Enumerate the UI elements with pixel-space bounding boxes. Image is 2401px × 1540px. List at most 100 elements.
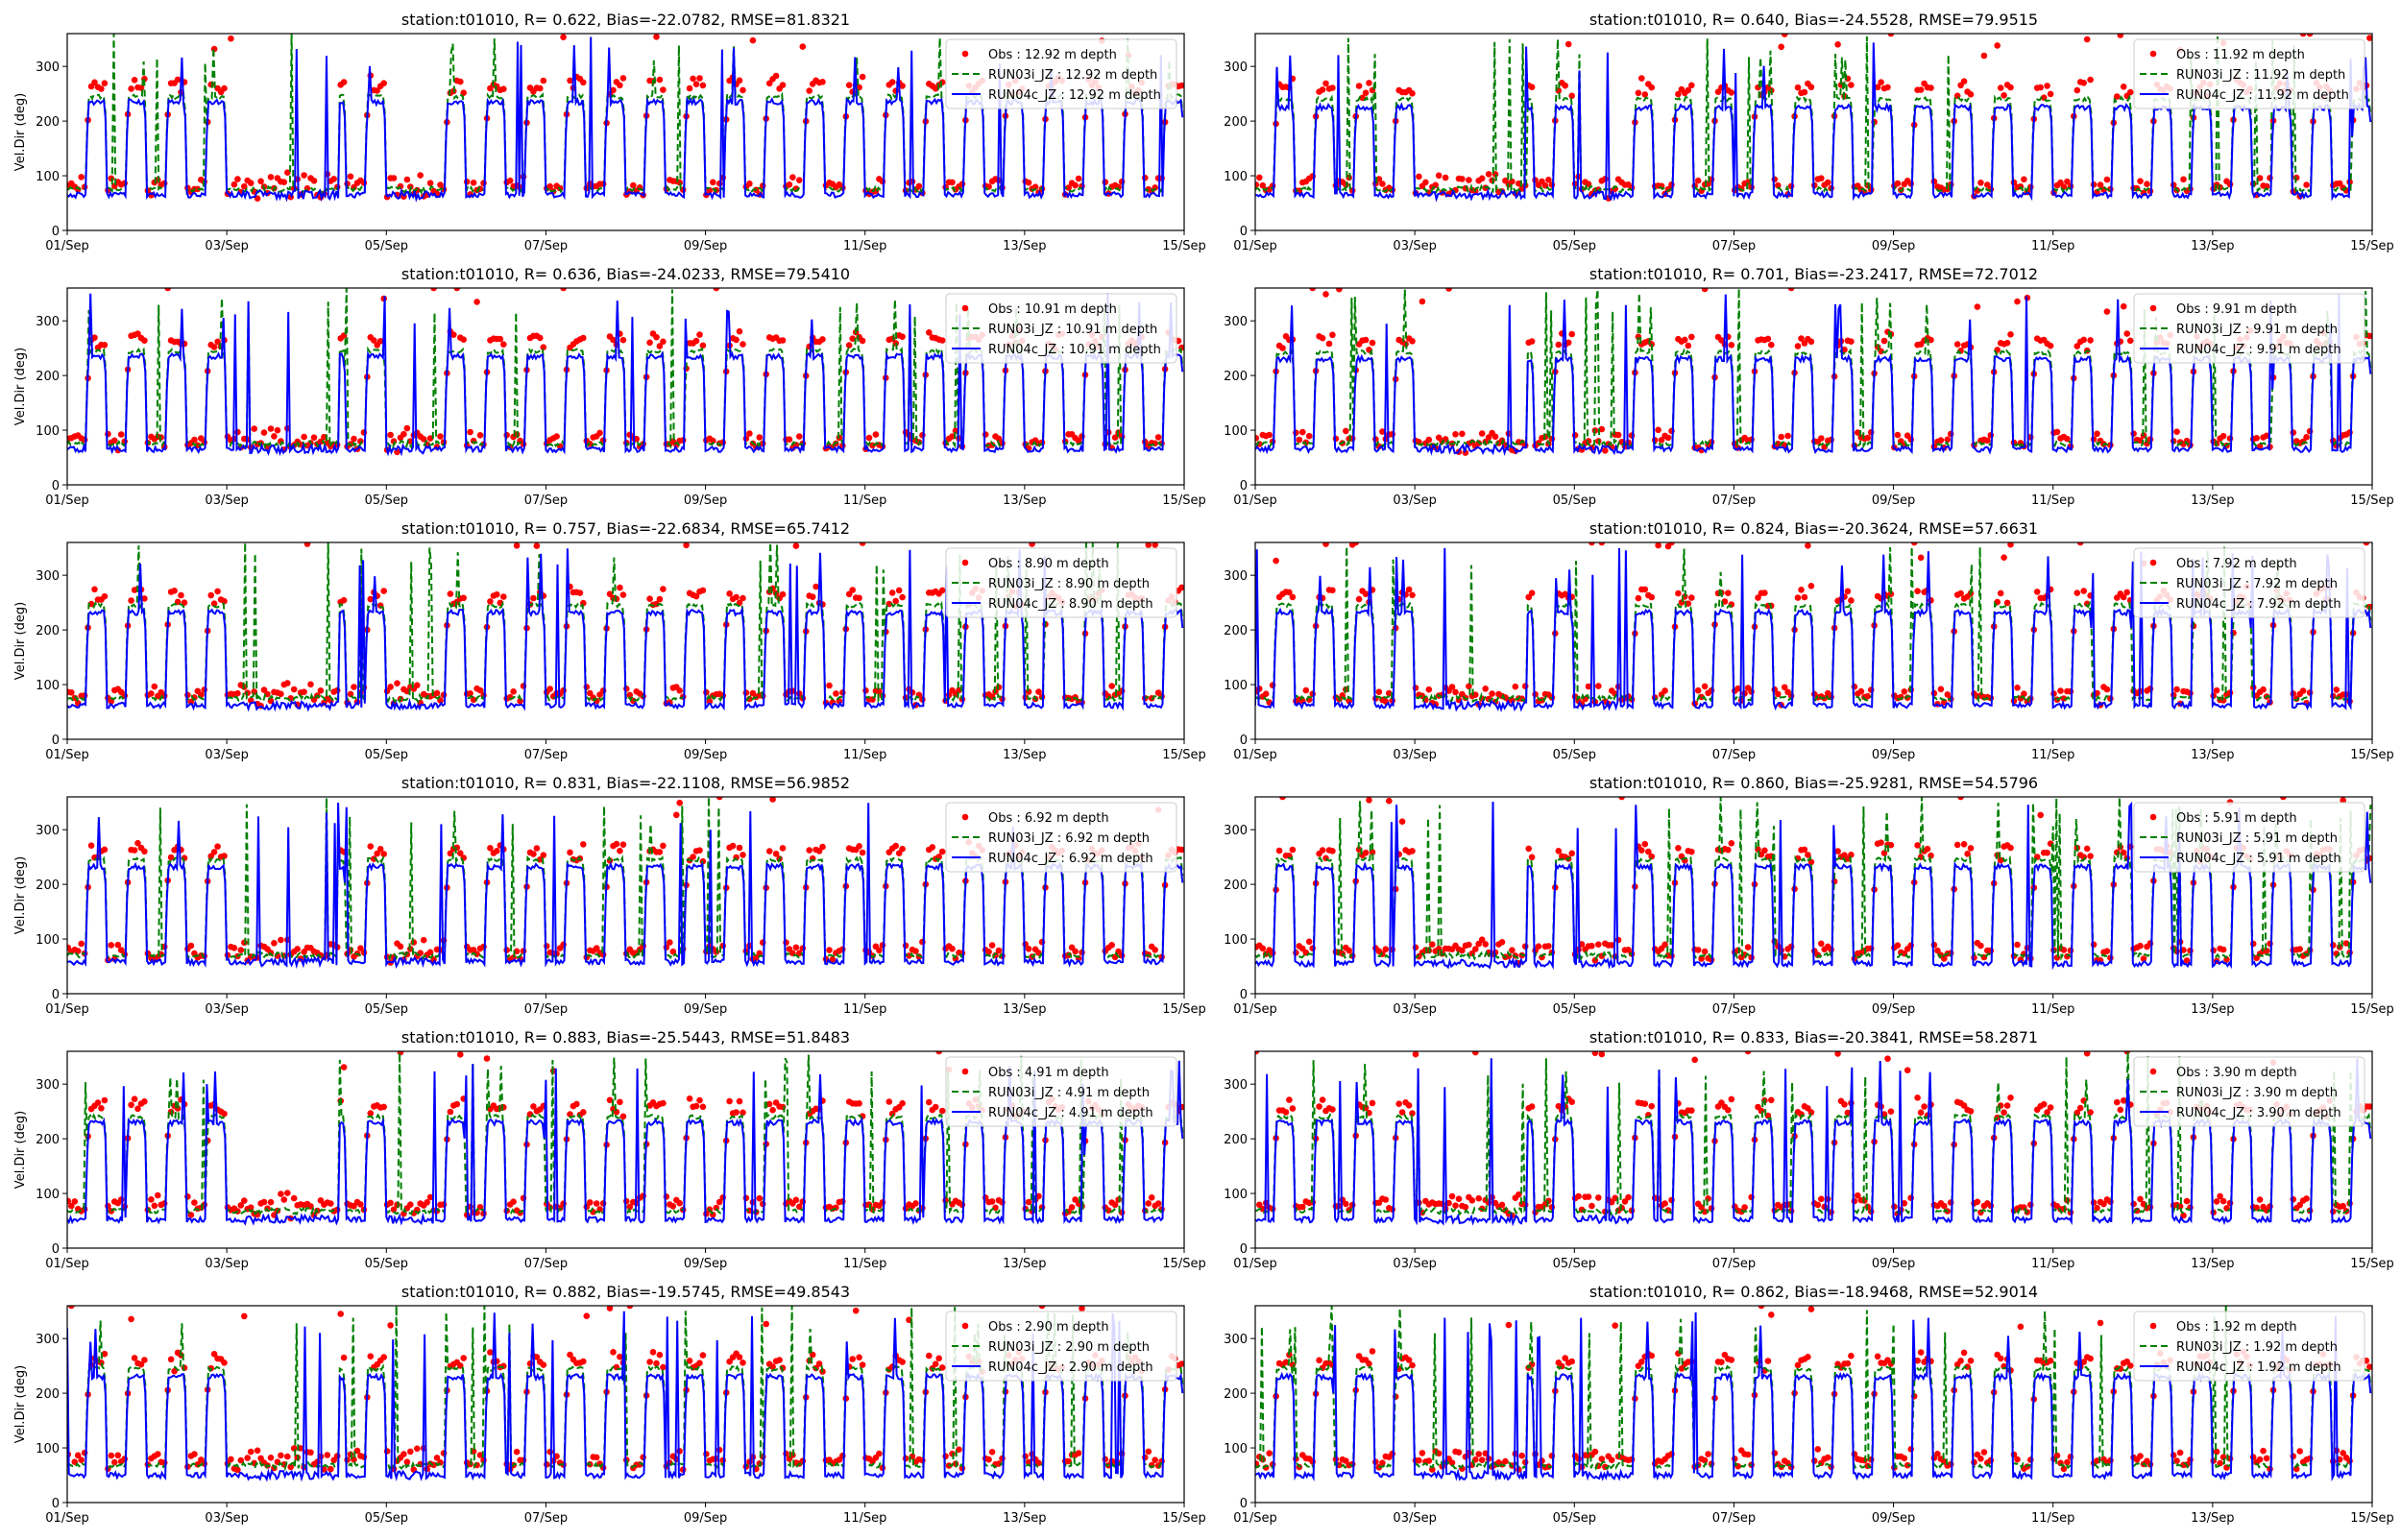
x-tick-label: 11/Sep: [2031, 493, 2074, 508]
obs-point: [1648, 1102, 1655, 1110]
obs-point: [2263, 182, 2270, 190]
panel-title: station:t01010, R= 0.860, Bias=-25.9281,…: [1589, 774, 2038, 792]
obs-point: [856, 1354, 862, 1361]
x-tick-label: 05/Sep: [1553, 1257, 1596, 1271]
legend-label: RUN03i_JZ : 1.92 m depth: [2176, 1340, 2338, 1355]
obs-point: [2044, 849, 2050, 856]
obs-point: [2037, 84, 2044, 91]
x-tick-label: 01/Sep: [45, 493, 88, 508]
legend-label: RUN04c_JZ : 9.91 m depth: [2176, 343, 2341, 357]
obs-point: [653, 34, 660, 40]
obs-point: [649, 1349, 657, 1356]
obs-point: [1641, 1100, 1649, 1107]
obs-point: [476, 432, 484, 439]
obs-point: [1459, 947, 1466, 954]
obs-point: [2100, 1200, 2107, 1208]
obs-point: [567, 1111, 573, 1118]
x-tick-label: 01/Sep: [1233, 1002, 1276, 1017]
obs-point: [1818, 435, 1825, 442]
obs-point: [467, 428, 473, 436]
y-tick-label: 0: [52, 734, 60, 748]
obs-point: [899, 83, 906, 89]
x-tick-label: 03/Sep: [1393, 1002, 1436, 1017]
x-tick-label: 07/Sep: [524, 239, 568, 253]
legend-label: RUN04c_JZ : 2.90 m depth: [988, 1360, 1153, 1375]
obs-point: [1282, 1109, 1290, 1116]
obs-point: [1512, 683, 1519, 690]
obs-point: [290, 686, 298, 693]
obs-point: [1818, 1195, 1825, 1203]
obs-point: [2263, 1455, 2270, 1462]
obs-point: [729, 842, 737, 850]
obs-point: [856, 843, 862, 850]
obs-point: [580, 334, 587, 342]
obs-point: [740, 594, 746, 602]
panel-title: station:t01010, R= 0.622, Bias=-22.0782,…: [401, 11, 850, 29]
obs-point: [849, 587, 856, 593]
obs-point: [740, 852, 746, 858]
obs-point: [1598, 425, 1606, 433]
obs-point: [796, 1203, 803, 1211]
obs-point: [1509, 178, 1516, 185]
obs-point: [1299, 1203, 1306, 1211]
obs-point: [1589, 942, 1595, 950]
obs-point: [885, 1098, 893, 1105]
obs-point: [267, 174, 275, 180]
obs-point: [1528, 590, 1536, 596]
obs-point: [2126, 337, 2134, 345]
obs-point: [899, 333, 906, 341]
panel-5: station:t01010, R= 0.757, Bias=-22.6834,…: [13, 519, 1206, 762]
obs-point: [1664, 434, 1672, 442]
obs-point: [241, 182, 248, 190]
obs-point: [241, 1312, 248, 1320]
panel-frame: [66, 1050, 1185, 1249]
legend-label: RUN04c_JZ : 6.92 m depth: [988, 852, 1153, 866]
obs-point: [1841, 1101, 1848, 1108]
obs-point: [713, 288, 720, 292]
obs-point: [2074, 590, 2081, 596]
obs-point: [506, 177, 514, 184]
series-run04: [67, 548, 1184, 712]
obs-point: [137, 84, 145, 91]
obs-point: [284, 169, 291, 176]
obs-point: [1452, 1202, 1459, 1209]
legend-label: Obs : 2.90 m depth: [988, 1320, 1109, 1335]
panel-title: station:t01010, R= 0.701, Bias=-23.2417,…: [1589, 265, 2038, 283]
obs-point: [540, 852, 547, 858]
obs-point: [1578, 941, 1586, 948]
x-tick-label: 05/Sep: [365, 493, 408, 508]
legend-label: RUN04c_JZ : 10.91 m depth: [988, 343, 1161, 357]
obs-point: [926, 1098, 933, 1106]
obs-point: [424, 1199, 431, 1206]
obs-point: [1728, 1357, 1735, 1363]
obs-point: [1259, 945, 1267, 952]
obs-point: [2120, 593, 2127, 601]
obs-point: [1154, 434, 1162, 441]
obs-point: [660, 86, 667, 93]
obs-point: [2074, 1109, 2081, 1117]
obs-point: [1366, 1360, 1372, 1367]
obs-point: [1734, 685, 1741, 692]
obs-point: [1072, 948, 1079, 955]
obs-point: [117, 947, 125, 953]
panel-6: station:t01010, R= 0.824, Bias=-20.3624,…: [1224, 519, 2394, 762]
obs-point: [1366, 80, 1372, 86]
obs-point: [619, 841, 627, 848]
obs-point: [380, 1103, 388, 1111]
obs-point: [796, 433, 803, 440]
obs-point: [1944, 436, 1952, 444]
obs-point: [1492, 433, 1499, 441]
obs-point: [1289, 846, 1297, 854]
obs-point: [254, 1447, 261, 1455]
obs-point: [686, 84, 693, 92]
obs-point: [1744, 1451, 1752, 1458]
obs-point: [1851, 1197, 1858, 1205]
panel-frame: [1254, 287, 2373, 486]
obs-point: [1416, 1456, 1422, 1464]
obs-point: [1409, 90, 1416, 97]
obs-point: [1967, 845, 1975, 852]
x-tick-label: 15/Sep: [2350, 1002, 2393, 1017]
obs-point: [1564, 339, 1572, 347]
legend-label: Obs : 1.92 m depth: [2176, 1320, 2297, 1335]
x-tick-label: 03/Sep: [1393, 1511, 1436, 1526]
